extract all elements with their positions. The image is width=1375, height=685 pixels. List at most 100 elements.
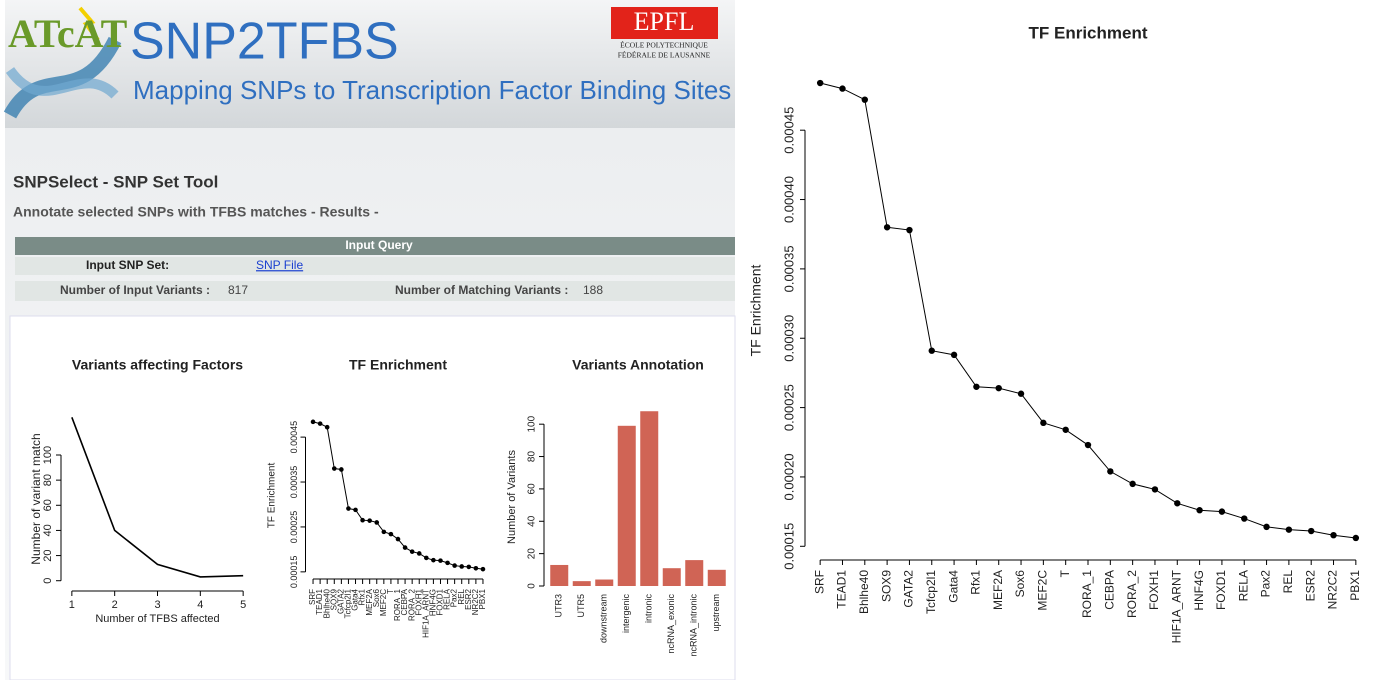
snp-file-link[interactable]: SNP File xyxy=(256,258,303,272)
point xyxy=(403,545,408,550)
point xyxy=(929,348,935,354)
point xyxy=(996,385,1002,391)
table-cell: 188 xyxy=(583,283,603,297)
x-tick-label: Gata4 xyxy=(946,570,960,603)
y-tick-label: 0.00025 xyxy=(781,384,796,431)
point xyxy=(1219,508,1225,514)
bar xyxy=(595,580,613,586)
point xyxy=(389,532,394,537)
institution-line: ÉCOLE POLYTECHNIQUE xyxy=(620,40,708,50)
point xyxy=(1062,427,1068,433)
x-tick-label: Rfx1 xyxy=(969,570,983,595)
point xyxy=(817,80,823,86)
x-tick-label: 2 xyxy=(112,599,118,611)
point xyxy=(346,506,351,511)
chart-title: Variants Annotation xyxy=(572,357,704,373)
y-tick-label: 0 xyxy=(527,583,538,589)
point xyxy=(1018,391,1024,397)
point xyxy=(445,561,450,566)
table-cell: Number of Input Variants : xyxy=(60,283,210,297)
point xyxy=(367,518,372,523)
point xyxy=(1286,526,1292,532)
y-tick-label: 40 xyxy=(42,524,54,536)
x-tick-label: ESR2 xyxy=(1303,570,1317,602)
bar xyxy=(685,560,703,586)
institution-line: FÉDÉRALE DE LAUSANNE xyxy=(618,50,711,60)
tool-title: SNPSelect - SNP Set Tool xyxy=(13,172,218,191)
page: ATcAT SNP2TFBS Mapping SNPs to Transcrip… xyxy=(0,0,1375,680)
x-tick-label: UTR5 xyxy=(576,594,586,618)
y-tick-label: 0.00035 xyxy=(289,466,299,499)
x-tick-label: NR2C2 xyxy=(1326,570,1340,610)
x-tick-label: upstream xyxy=(711,594,721,632)
y-tick-label: 0 xyxy=(42,578,54,584)
x-tick-label: Sox6 xyxy=(1013,570,1027,598)
y-axis-label: TF Enrichment xyxy=(748,264,764,356)
y-tick-label: 0.00035 xyxy=(781,245,796,292)
point xyxy=(1129,481,1135,487)
x-axis-label: Number of TFBS affected xyxy=(95,613,219,625)
bar xyxy=(618,426,636,586)
y-tick-label: 100 xyxy=(527,415,538,432)
x-tick-label: MEF2C xyxy=(1036,570,1050,611)
point xyxy=(424,556,429,561)
table-header: Input Query xyxy=(345,238,413,252)
y-tick-label: 0.00025 xyxy=(289,511,299,544)
point xyxy=(1308,528,1314,534)
y-tick-label: 60 xyxy=(527,483,538,495)
point xyxy=(1085,442,1091,448)
point xyxy=(374,520,379,525)
point xyxy=(410,549,415,554)
x-tick-label: RORA_1 xyxy=(1080,570,1094,618)
point xyxy=(1040,420,1046,426)
site-title: SNP2TFBS xyxy=(130,13,399,71)
y-axis-label: TF Enrichment xyxy=(267,462,278,528)
point xyxy=(906,227,912,233)
x-tick-label: intronic xyxy=(644,594,654,624)
point xyxy=(353,508,358,513)
x-tick-label: RORA_2 xyxy=(1125,570,1139,618)
point xyxy=(360,518,365,523)
y-tick-label: 0.00020 xyxy=(781,453,796,500)
point xyxy=(417,551,422,556)
y-tick-label: 80 xyxy=(42,474,54,486)
point xyxy=(1353,535,1359,541)
x-tick-label: SRF xyxy=(812,570,826,594)
point xyxy=(459,564,464,569)
point xyxy=(318,421,323,426)
x-tick-label: CEBPA xyxy=(1102,570,1116,610)
site-subtitle: Mapping SNPs to Transcription Factor Bin… xyxy=(133,75,731,105)
point xyxy=(839,85,845,91)
y-tick-label: 0.00045 xyxy=(781,107,796,154)
x-tick-label: Pax2 xyxy=(1259,570,1273,598)
x-tick-label: PBX1 xyxy=(478,588,487,609)
y-tick-label: 100 xyxy=(42,446,54,464)
point xyxy=(431,558,436,563)
bar xyxy=(573,581,591,586)
x-tick-label: 4 xyxy=(197,599,203,611)
y-tick-label: 80 xyxy=(527,451,538,463)
y-tick-label: 60 xyxy=(42,499,54,511)
point xyxy=(1241,515,1247,521)
tool-subtitle: Annotate selected SNPs with TFBS matches… xyxy=(13,204,379,220)
point xyxy=(339,467,344,472)
point xyxy=(452,563,457,568)
line xyxy=(820,83,1356,538)
x-tick-label: FOXD1 xyxy=(1214,570,1228,610)
x-tick-label: Tcfcp2l1 xyxy=(924,570,938,614)
point xyxy=(1152,486,1158,492)
y-tick-label: 20 xyxy=(42,549,54,561)
point xyxy=(951,352,957,358)
chart-title: TF Enrichment xyxy=(1028,23,1147,42)
x-tick-label: MEF2A xyxy=(991,570,1005,610)
x-tick-label: TEAD1 xyxy=(835,570,849,609)
point xyxy=(325,425,330,430)
x-tick-label: RELA xyxy=(1236,570,1250,601)
x-tick-label: SOX9 xyxy=(879,570,893,602)
y-tick-label: 40 xyxy=(527,515,538,527)
table-cell: Input SNP Set: xyxy=(86,258,169,272)
logo-text: ATcAT xyxy=(8,11,128,56)
bar xyxy=(663,568,681,586)
y-tick-label: 0.00015 xyxy=(289,556,299,589)
y-tick-label: 0.00030 xyxy=(781,315,796,362)
